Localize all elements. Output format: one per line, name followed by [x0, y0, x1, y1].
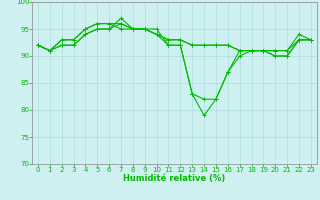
X-axis label: Humidité relative (%): Humidité relative (%) — [123, 174, 226, 183]
